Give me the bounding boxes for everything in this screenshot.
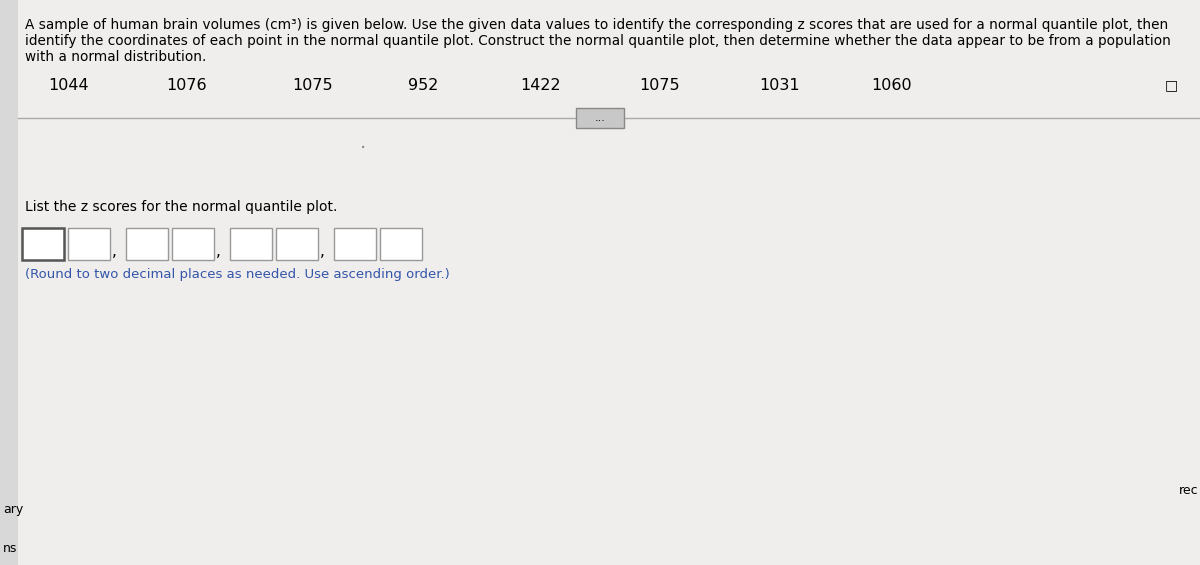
- Text: ,: ,: [216, 245, 221, 259]
- Text: 1075: 1075: [638, 77, 679, 93]
- Text: (Round to two decimal places as needed. Use ascending order.): (Round to two decimal places as needed. …: [25, 268, 450, 281]
- Text: identify the coordinates of each point in the normal quantile plot. Construct th: identify the coordinates of each point i…: [25, 34, 1171, 48]
- Bar: [22, 228, 64, 260]
- Text: □: □: [1165, 78, 1178, 92]
- Bar: [334, 228, 376, 260]
- Text: 1060: 1060: [871, 77, 912, 93]
- Text: 1422: 1422: [520, 77, 560, 93]
- Text: 1076: 1076: [166, 77, 206, 93]
- Text: ary: ary: [2, 503, 23, 516]
- Bar: [276, 228, 318, 260]
- Bar: [126, 228, 168, 260]
- FancyBboxPatch shape: [576, 108, 624, 128]
- Text: A sample of human brain volumes (cm³) is given below. Use the given data values : A sample of human brain volumes (cm³) is…: [25, 18, 1169, 32]
- Bar: [68, 228, 110, 260]
- Text: ,: ,: [320, 245, 325, 259]
- Bar: [0, 0, 18, 565]
- Text: 952: 952: [408, 77, 439, 93]
- Text: with a normal distribution.: with a normal distribution.: [25, 50, 206, 64]
- Text: ·: ·: [360, 138, 366, 158]
- Text: 1044: 1044: [48, 77, 89, 93]
- Bar: [230, 228, 272, 260]
- Text: 1075: 1075: [292, 77, 332, 93]
- Bar: [172, 228, 214, 260]
- Text: rec: rec: [1178, 484, 1198, 497]
- Text: ...: ...: [594, 113, 606, 123]
- Text: List the z scores for the normal quantile plot.: List the z scores for the normal quantil…: [25, 200, 337, 214]
- Text: ns: ns: [2, 541, 17, 554]
- Text: ,: ,: [112, 245, 116, 259]
- Text: 1031: 1031: [758, 77, 799, 93]
- Bar: [380, 228, 422, 260]
